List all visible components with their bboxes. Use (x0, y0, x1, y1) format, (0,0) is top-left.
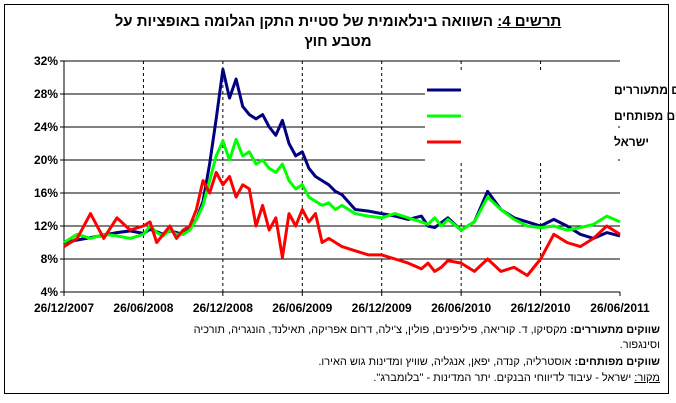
y-tick-label: 32% (34, 54, 58, 68)
y-tick-label: 20% (34, 153, 58, 167)
chart-title-label: תרשים 4: (497, 13, 562, 30)
chart-title-text: השוואה בינלאומית של סטיית התקן הגלומה בא… (114, 13, 494, 30)
y-tick-label: 12% (34, 219, 58, 233)
series-line-3 (63, 170, 621, 277)
note-emerging-text: מקסיקו, ד. קוריאה, פיליפינים, פולין, צ'י… (193, 324, 568, 336)
note-source-text: ישראל - עיבוד לדיווחי הבנקים. יתר המדינו… (373, 372, 632, 384)
chart-title-line1: תרשים 4: השוואה בינלאומית של סטיית התקן … (60, 12, 616, 31)
chart-title-line2: מטבע חוץ (304, 33, 372, 50)
legend-label-2: ממוצע שווקים מפותחים (614, 109, 676, 123)
note-developed-label: שווקים מפותחים: (574, 356, 660, 368)
x-tick-label: 26/06/2011 (590, 301, 650, 315)
y-tick-label: 8% (41, 252, 59, 266)
note-source-label: מקור: (634, 372, 660, 384)
note-developed: שווקים מפותחים: אוסטרליה, קנדה, יפאן, אנ… (60, 355, 660, 370)
y-tick-label: 4% (41, 285, 59, 299)
note-emerging-cont: וסינגפור. (619, 339, 660, 351)
x-tick-label: 26/12/2009 (352, 301, 412, 315)
x-tick-label: 26/12/2007 (34, 301, 94, 315)
y-tick-label: 16% (34, 186, 58, 200)
x-tick-label: 26/12/2010 (511, 301, 571, 315)
chart-frame (4, 4, 669, 394)
x-tick-label: 26/06/2009 (272, 301, 332, 315)
legend-label-3: ישראל (614, 135, 649, 149)
series-line-2 (63, 137, 621, 244)
y-tick-label: 24% (34, 120, 58, 134)
note-emerging-label: שווקים מתעוררים: (570, 324, 660, 336)
x-tick-label: 26/06/2008 (113, 301, 173, 315)
y-tick-label: 28% (34, 87, 58, 101)
note-emerging: שווקים מתעוררים: מקסיקו, ד. קוריאה, פילי… (60, 323, 660, 338)
x-tick-label: 26/12/2008 (193, 301, 253, 315)
x-tick-label: 26/06/2010 (431, 301, 491, 315)
note-source: מקור: ישראל - עיבוד לדיווחי הבנקים. יתר … (60, 371, 660, 386)
legend-label-1: ממוצע שווקים מתעוררים (614, 83, 676, 97)
note-developed-text: אוסטרליה, קנדה, יפאן, אנגליה, שוויץ ומדי… (318, 356, 572, 368)
